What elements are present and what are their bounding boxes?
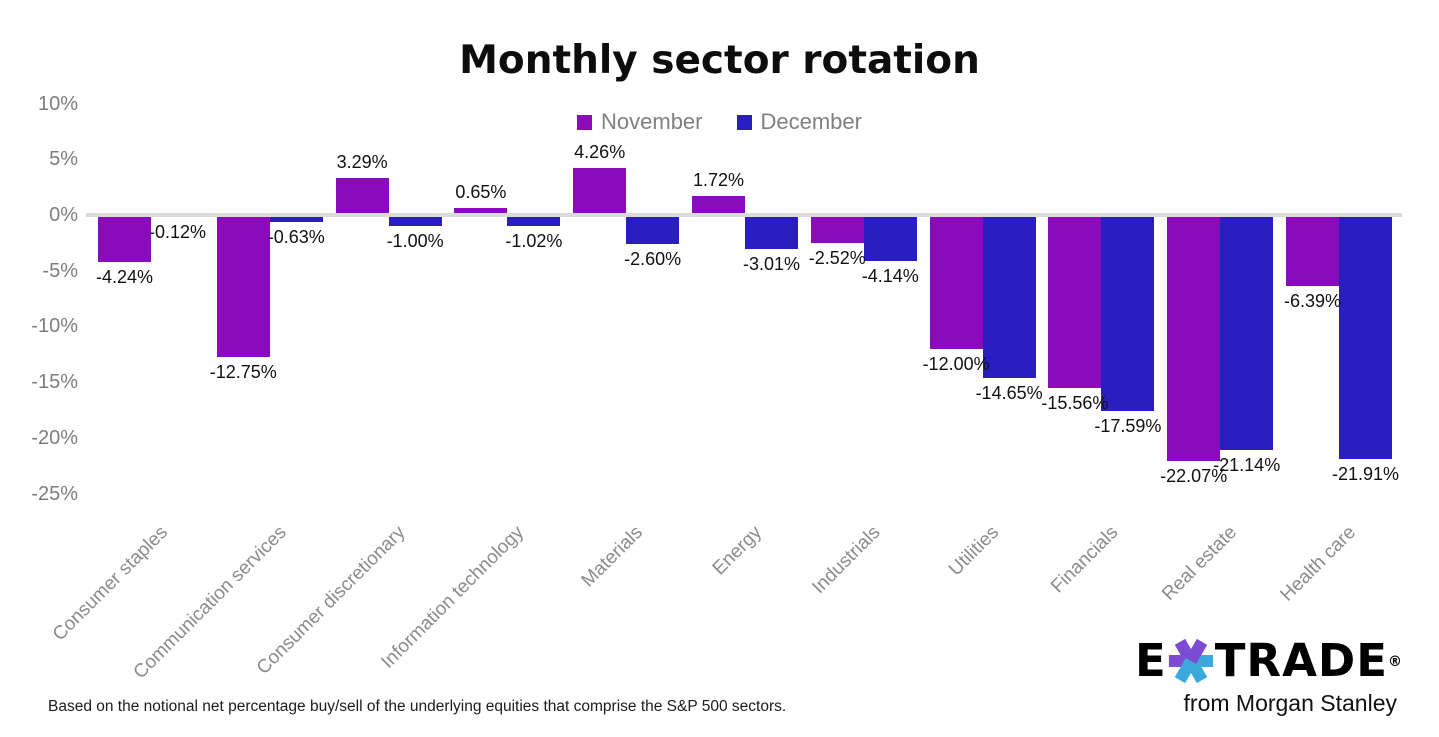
- category-label-energy: Energy: [708, 522, 766, 580]
- bar-december-communication-services: [269, 215, 323, 223]
- data-label-december-industrials: -4.14%: [861, 266, 919, 287]
- category-label-industrials: Industrials: [808, 522, 885, 599]
- etrade-asterisk-icon: [1168, 638, 1213, 684]
- bar-december-consumer-discretionary: [388, 215, 442, 227]
- zero-axis-line: [86, 213, 1402, 217]
- data-label-december-consumer-discretionary: -1.00%: [386, 231, 444, 252]
- data-label-december-real-estate: -21.14%: [1213, 455, 1281, 476]
- logo-letter-e: E: [1134, 634, 1167, 687]
- bar-november-health-care: [1286, 215, 1339, 287]
- bar-december-health-care: [1339, 215, 1392, 460]
- bar-december-information-technology: [507, 215, 561, 227]
- bar-november-real-estate: [1167, 215, 1221, 461]
- etrade-logo: E TRADE ® from Morgan Stanley: [1135, 634, 1403, 717]
- y-tick-label: -25%: [31, 482, 78, 505]
- logo-subtitle: from Morgan Stanley: [1183, 690, 1397, 716]
- category-label-financials: Financials: [1046, 522, 1123, 598]
- y-tick-label: -10%: [31, 315, 78, 338]
- bar-november-financials: [1048, 215, 1102, 389]
- data-label-december-financials: -17.59%: [1094, 415, 1162, 436]
- category-label-consumer-staples: Consumer staples: [48, 522, 172, 646]
- november-swatch-icon: [577, 114, 593, 130]
- data-label-november-information-technology: 0.65%: [455, 181, 507, 202]
- category-label-utilities: Utilities: [945, 522, 1004, 581]
- y-tick-label: 5%: [49, 148, 78, 171]
- registered-mark: ®: [1388, 654, 1403, 670]
- december-swatch-icon: [736, 114, 752, 130]
- bar-december-utilities: [982, 215, 1036, 379]
- data-label-november-consumer-discretionary: 3.29%: [336, 152, 388, 173]
- logo-word-trade: TRADE: [1214, 634, 1388, 687]
- data-label-november-consumer-staples: -4.24%: [95, 267, 154, 288]
- data-label-november-materials: 4.26%: [574, 141, 626, 162]
- bar-december-industrials: [863, 215, 917, 262]
- category-label-real-estate: Real estate: [1158, 522, 1242, 605]
- y-tick-label: -15%: [31, 371, 78, 394]
- etrade-wordmark: E TRADE ®: [1135, 634, 1403, 688]
- data-label-november-industrials: -2.52%: [808, 248, 866, 269]
- data-label-december-utilities: -14.65%: [975, 383, 1043, 404]
- bar-november-consumer-discretionary: [335, 178, 389, 215]
- category-label-materials: Materials: [577, 522, 648, 592]
- data-label-november-financials: -15.56%: [1041, 393, 1109, 414]
- bar-december-financials: [1101, 215, 1155, 411]
- bar-november-communication-services: [216, 215, 270, 358]
- y-tick-label: 10%: [37, 92, 78, 115]
- bar-december-real-estate: [1220, 215, 1274, 451]
- bar-november-utilities: [929, 215, 983, 349]
- data-label-december-health-care: -21.91%: [1331, 464, 1400, 485]
- bar-november-information-technology: [454, 207, 508, 215]
- y-tick-label: -20%: [31, 426, 78, 449]
- legend-item-november: November: [577, 109, 703, 135]
- bar-november-consumer-staples: [98, 215, 151, 263]
- data-label-november-energy: 1.72%: [692, 169, 745, 190]
- legend-item-december: December: [736, 109, 862, 135]
- chart-title: Monthly sector rotation: [459, 38, 980, 83]
- footnote-text: Based on the notional net percentage buy…: [48, 698, 787, 715]
- legend-label: November: [601, 109, 703, 134]
- category-label-health-care: Health care: [1276, 522, 1360, 606]
- data-label-november-communication-services: -12.75%: [209, 362, 277, 383]
- data-label-december-materials: -2.60%: [624, 248, 682, 269]
- data-label-november-health-care: -6.39%: [1283, 291, 1342, 312]
- data-label-december-consumer-staples: -0.12%: [148, 222, 207, 242]
- bar-november-materials: [573, 167, 627, 215]
- legend-label: December: [760, 109, 862, 134]
- bar-december-energy: [745, 215, 798, 249]
- bar-november-energy: [692, 195, 745, 215]
- chart-legend: November December: [0, 108, 1439, 136]
- bar-november-industrials: [810, 215, 864, 244]
- y-tick-label: -5%: [42, 259, 78, 282]
- data-label-december-communication-services: -0.63%: [267, 227, 325, 248]
- y-tick-label: 0%: [49, 204, 78, 226]
- data-label-november-real-estate: -22.07%: [1160, 465, 1228, 486]
- data-label-november-utilities: -12.00%: [922, 353, 990, 374]
- data-label-december-energy: -3.01%: [742, 253, 801, 274]
- bar-december-materials: [626, 215, 680, 244]
- data-label-december-information-technology: -1.02%: [505, 231, 563, 252]
